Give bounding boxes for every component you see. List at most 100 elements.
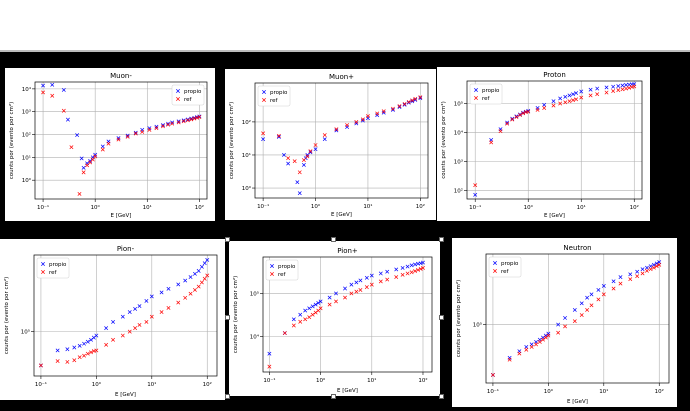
marker-propio (421, 260, 425, 265)
marker-ref (364, 285, 369, 290)
marker-ref (644, 268, 649, 273)
marker-propio (176, 119, 181, 124)
marker-ref (490, 372, 495, 377)
resize-handle-bottom-center[interactable] (331, 394, 336, 399)
marker-ref (385, 277, 390, 282)
y-axis-label: counts por (evento por cm²) (455, 280, 462, 358)
marker-propio (202, 261, 207, 266)
legend-marker-propio (41, 262, 45, 266)
marker-ref (100, 147, 105, 152)
marker-ref (635, 274, 640, 279)
marker-ref (327, 302, 332, 307)
marker-ref (81, 170, 86, 175)
marker-propio (510, 116, 515, 121)
legend-marker-ref (493, 269, 497, 273)
marker-propio (81, 165, 86, 170)
marker-ref (334, 299, 338, 304)
marker-ref (534, 342, 539, 347)
marker-propio (595, 86, 600, 91)
marker-propio (654, 261, 659, 266)
marker-propio (100, 144, 105, 149)
chart-title: Muon+ (329, 73, 354, 81)
marker-ref (205, 273, 210, 278)
marker-propio (413, 262, 418, 267)
tick-label-x: 10⁰ (544, 388, 554, 395)
marker-ref (176, 300, 181, 305)
tick-label-y: 10² (22, 132, 31, 139)
marker-propio (360, 118, 365, 123)
resize-handle-middle-left[interactable] (225, 315, 230, 320)
marker-propio (41, 83, 46, 88)
tick-label-x: 10⁻¹ (469, 204, 481, 211)
marker-ref (106, 141, 111, 146)
resize-handle-top-left[interactable] (225, 237, 230, 242)
marker-ref (185, 118, 190, 123)
marker-propio (133, 307, 138, 311)
marker-propio (567, 93, 572, 98)
legend-box (36, 257, 70, 279)
marker-propio (542, 102, 547, 107)
resize-handle-middle-right[interactable] (439, 315, 444, 320)
legend-box (171, 84, 205, 106)
marker-propio (579, 301, 584, 306)
marker-propio (205, 257, 210, 262)
marker-propio (574, 91, 579, 95)
marker-ref (421, 265, 425, 270)
legend-label-propio: propio (49, 262, 67, 268)
marker-propio (572, 307, 577, 312)
marker-ref (154, 126, 159, 131)
marker-propio (170, 120, 175, 125)
resize-handle-bottom-right[interactable] (439, 394, 444, 399)
marker-ref (397, 104, 402, 109)
marker-ref (261, 131, 266, 136)
marker-propio (385, 269, 390, 274)
marker-ref (616, 88, 621, 93)
legend-label-ref: ref (278, 272, 287, 278)
marker-propio (589, 292, 594, 297)
marker-ref (498, 129, 503, 134)
marker-propio (308, 150, 313, 155)
marker-propio (390, 107, 395, 112)
marker-ref (298, 319, 303, 324)
marker-propio (563, 316, 567, 320)
resize-handle-top-center[interactable] (331, 237, 336, 242)
marker-ref (192, 116, 197, 121)
resize-handle-top-right[interactable] (439, 237, 444, 242)
marker-propio (644, 265, 649, 270)
marker-ref (345, 123, 350, 128)
marker-ref (521, 111, 526, 116)
marker-ref (318, 306, 323, 311)
marker-propio (298, 312, 303, 317)
marker-propio (596, 287, 601, 292)
marker-propio (409, 263, 414, 268)
marker-propio (282, 153, 286, 157)
marker-ref (170, 121, 175, 126)
marker-propio (65, 117, 70, 122)
marker-propio (604, 85, 609, 90)
chart-muon-minus: 10⁻¹ 10⁰ 10¹ 10² 10⁰ 10¹ 10² 10³ 10⁴ Muon- E [GeV]… (5, 68, 215, 221)
marker-propio (77, 343, 82, 348)
tick-label-y: 10⁵ (21, 329, 30, 336)
marker-propio (125, 133, 130, 138)
tick-label-y: 10⁵ (454, 101, 463, 108)
marker-propio (518, 112, 522, 117)
marker-ref (546, 333, 551, 338)
chart-muon-plus: 10⁻¹ 10⁰ 10¹ 10² 10⁰ 10¹ 10² Muon+ E [GeV] counts… (225, 69, 436, 220)
marker-ref (61, 108, 66, 113)
marker-propio (354, 280, 359, 285)
marker-propio (65, 347, 70, 352)
marker-propio (563, 94, 568, 99)
marker-propio (127, 310, 132, 315)
marker-ref (133, 326, 138, 331)
plot-frame (34, 81, 208, 200)
marker-ref (301, 158, 306, 163)
marker-ref (85, 163, 90, 168)
resize-handle-bottom-left[interactable] (225, 394, 230, 399)
tick-label-x: 10² (195, 204, 204, 211)
marker-propio (378, 271, 383, 276)
marker-propio (75, 133, 80, 137)
marker-ref (542, 106, 547, 110)
y-axis-label: counts por (evento por cm²) (228, 102, 235, 180)
marker-ref (567, 99, 572, 104)
marker-propio (161, 123, 165, 128)
